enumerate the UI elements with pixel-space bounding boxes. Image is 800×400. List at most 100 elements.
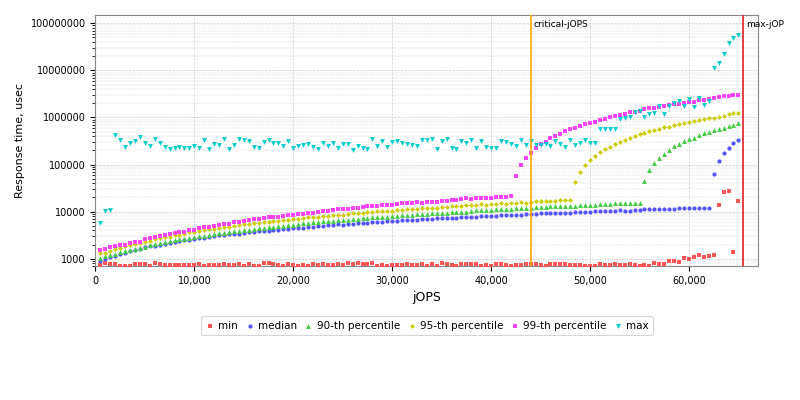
90-th percentile [426,210,438,216]
99-th percentile [336,206,349,213]
95-th percentile [510,200,522,206]
95-th percentile [311,214,324,220]
min [158,262,171,269]
99-th percentile [173,229,186,235]
max [499,139,512,145]
median [544,210,557,216]
median [342,221,354,227]
95-th percentile [554,197,566,204]
median [698,204,710,211]
min [633,262,646,269]
median [440,215,453,221]
min [257,260,270,267]
99-th percentile [534,141,547,148]
99-th percentile [242,217,255,224]
95-th percentile [534,198,547,204]
median [247,228,260,235]
median [628,207,641,213]
min [262,260,275,266]
90-th percentile [346,216,359,223]
99-th percentile [633,108,646,114]
95-th percentile [242,220,255,227]
95-th percentile [559,197,572,203]
median [455,214,468,220]
90-th percentile [104,252,117,259]
90-th percentile [178,235,191,242]
90-th percentile [460,208,473,215]
95-th percentile [569,179,582,185]
min [455,260,468,267]
99-th percentile [707,95,720,102]
95-th percentile [292,216,305,222]
95-th percentile [287,216,300,222]
median [460,214,473,220]
median [99,256,112,262]
max [603,126,616,132]
max [450,146,463,152]
median [578,208,591,215]
90-th percentile [598,201,611,207]
max [707,65,720,71]
95-th percentile [322,213,334,219]
median [193,235,206,241]
min [415,261,428,268]
max [262,136,275,143]
95-th percentile [410,206,423,212]
median [331,221,344,228]
max [519,142,532,148]
99-th percentile [267,214,280,220]
min [687,253,700,260]
median [530,211,542,217]
90-th percentile [549,203,562,210]
95-th percentile [653,125,666,132]
median [643,206,656,212]
95-th percentile [490,201,502,207]
median [693,205,706,211]
95-th percentile [247,220,260,226]
min [623,261,636,267]
95-th percentile [118,243,131,250]
min [534,262,547,268]
95-th percentile [109,246,122,252]
90-th percentile [257,224,270,231]
90-th percentile [589,201,602,208]
median [406,217,418,223]
95-th percentile [426,204,438,211]
99-th percentile [638,106,651,112]
max [401,141,414,147]
99-th percentile [272,214,285,220]
median [138,244,151,250]
median [614,207,626,214]
max [173,144,186,150]
median [638,206,651,213]
95-th percentile [549,198,562,204]
max [361,146,374,153]
median [168,239,181,246]
min [168,262,181,269]
min [662,258,675,265]
99-th percentile [233,219,246,225]
min [485,262,498,269]
95-th percentile [202,226,215,232]
95-th percentile [173,231,186,238]
90-th percentile [317,218,330,224]
95-th percentile [603,144,616,150]
95-th percentile [494,200,507,206]
max [247,144,260,150]
max [183,144,196,151]
90-th percentile [406,212,418,218]
min [698,253,710,260]
min [99,260,112,267]
95-th percentile [470,202,482,208]
90-th percentile [534,204,547,210]
90-th percentile [445,209,458,215]
median [198,234,210,241]
90-th percentile [648,160,661,166]
90-th percentile [410,211,423,217]
min [544,261,557,267]
median [450,214,463,221]
90-th percentile [707,127,720,133]
99-th percentile [628,109,641,116]
90-th percentile [188,234,201,240]
min [732,198,745,204]
